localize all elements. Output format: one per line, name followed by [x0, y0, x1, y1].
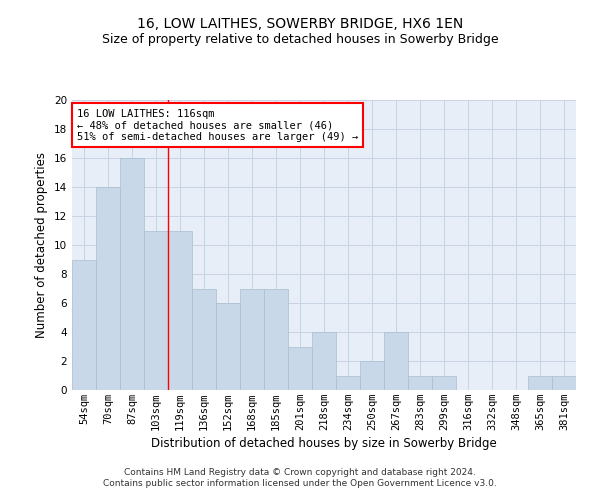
Bar	[120, 158, 144, 390]
Y-axis label: Number of detached properties: Number of detached properties	[35, 152, 49, 338]
Bar	[408, 376, 432, 390]
Bar	[288, 346, 312, 390]
Bar	[192, 288, 216, 390]
Text: Size of property relative to detached houses in Sowerby Bridge: Size of property relative to detached ho…	[101, 32, 499, 46]
Bar	[72, 260, 96, 390]
Bar	[168, 230, 192, 390]
Bar	[216, 303, 240, 390]
Bar	[240, 288, 264, 390]
Bar	[360, 361, 384, 390]
Bar	[384, 332, 408, 390]
Bar	[336, 376, 360, 390]
Bar	[96, 187, 120, 390]
Bar	[264, 288, 288, 390]
Bar	[432, 376, 456, 390]
Bar	[144, 230, 168, 390]
Text: Contains HM Land Registry data © Crown copyright and database right 2024.
Contai: Contains HM Land Registry data © Crown c…	[103, 468, 497, 487]
Bar	[552, 376, 576, 390]
Bar	[528, 376, 552, 390]
X-axis label: Distribution of detached houses by size in Sowerby Bridge: Distribution of detached houses by size …	[151, 437, 497, 450]
Bar	[312, 332, 336, 390]
Text: 16, LOW LAITHES, SOWERBY BRIDGE, HX6 1EN: 16, LOW LAITHES, SOWERBY BRIDGE, HX6 1EN	[137, 18, 463, 32]
Text: 16 LOW LAITHES: 116sqm
← 48% of detached houses are smaller (46)
51% of semi-det: 16 LOW LAITHES: 116sqm ← 48% of detached…	[77, 108, 358, 142]
